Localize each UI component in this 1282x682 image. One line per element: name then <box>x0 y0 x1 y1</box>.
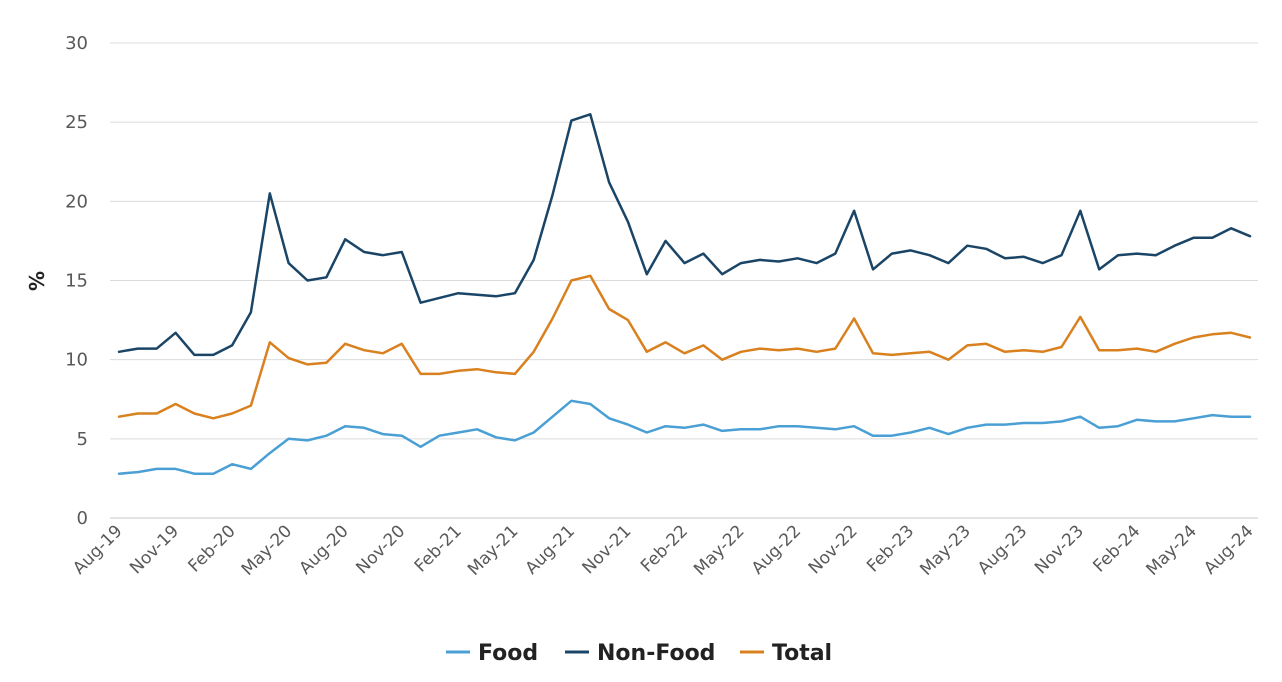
x-tick-label: Aug-23 <box>974 521 1031 578</box>
x-tick-label: Aug-19 <box>69 521 126 578</box>
x-tick-label: Feb-24 <box>1089 521 1144 576</box>
x-tick-label: Nov-19 <box>126 521 183 578</box>
x-tick-label: Nov-23 <box>1031 521 1088 578</box>
x-tick-label: Feb-21 <box>411 521 466 576</box>
x-tick-label: May-21 <box>464 521 522 579</box>
x-tick-label: Nov-22 <box>805 521 862 578</box>
legend: Food Non-Food Total <box>446 641 832 666</box>
x-tick-label: Nov-20 <box>352 521 409 578</box>
y-tick-label: 25 <box>65 112 88 133</box>
x-tick-label: May-22 <box>690 521 748 579</box>
x-tick-label: Feb-23 <box>863 521 918 576</box>
y-tick-label: 30 <box>65 33 88 54</box>
series-line-total <box>117 274 1252 420</box>
x-tick-label: Feb-22 <box>637 521 692 576</box>
y-axis-label: % <box>25 271 49 291</box>
y-tick-label: 10 <box>65 350 88 371</box>
x-tick-label: Aug-24 <box>1200 521 1257 578</box>
x-tick-label: Feb-20 <box>185 521 240 576</box>
x-tick-label: May-20 <box>238 521 296 579</box>
legend-item-total: Total <box>740 641 832 666</box>
legend-label-food: Food <box>478 641 538 666</box>
legend-label-non-food: Non-Food <box>597 641 715 666</box>
legend-item-food: Food <box>446 641 538 666</box>
legend-label-total: Total <box>772 641 832 666</box>
x-tick-label: Aug-20 <box>295 521 352 578</box>
x-tick-label: May-24 <box>1143 521 1201 579</box>
gridlines <box>110 42 1258 440</box>
x-tick-label: Nov-21 <box>579 521 636 578</box>
x-tick-label: Aug-22 <box>748 521 805 578</box>
y-axis-ticks: 0 5 10 15 20 25 30 <box>65 33 88 529</box>
y-tick-label: 15 <box>65 271 88 292</box>
y-tick-label: 5 <box>77 429 88 450</box>
series-line-non-food <box>117 113 1252 357</box>
y-tick-label: 20 <box>65 191 88 212</box>
series-lines <box>117 113 1252 475</box>
legend-item-non-food: Non-Food <box>565 641 715 666</box>
series-line-food <box>117 399 1252 475</box>
y-tick-label: 0 <box>77 508 88 529</box>
x-tick-label: Aug-21 <box>522 521 579 578</box>
x-tick-label: May-23 <box>916 521 974 579</box>
